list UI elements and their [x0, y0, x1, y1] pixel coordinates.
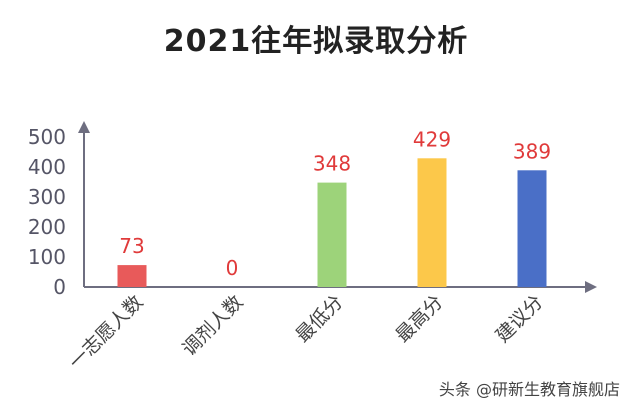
y-tick-label: 300	[28, 185, 66, 209]
bar	[517, 170, 547, 287]
bar	[317, 182, 347, 287]
y-tick-label: 0	[53, 275, 66, 299]
x-axis-arrow	[585, 281, 597, 293]
y-tick-label: 400	[28, 155, 66, 179]
x-tick-label: 最高分	[392, 291, 448, 347]
bar	[417, 158, 447, 287]
data-label: 73	[119, 234, 144, 258]
data-label: 348	[313, 152, 351, 176]
y-axis-arrow	[78, 121, 90, 133]
y-tick-label: 100	[28, 245, 66, 269]
y-tick-label: 200	[28, 215, 66, 239]
y-tick-label: 500	[28, 125, 66, 149]
data-label: 429	[413, 127, 451, 151]
x-tick-label: 调剂人数	[178, 291, 247, 360]
data-label: 389	[513, 139, 551, 163]
x-tick-label: 一志愿人数	[65, 291, 148, 374]
watermark: 头条 @研新生教育旗舰店	[438, 380, 620, 399]
x-tick-label: 最低分	[292, 291, 348, 347]
chart-title: 2021往年拟录取分析	[163, 24, 469, 59]
x-tick-label: 建议分	[492, 291, 548, 347]
data-label: 0	[226, 256, 239, 280]
bar	[117, 265, 147, 287]
